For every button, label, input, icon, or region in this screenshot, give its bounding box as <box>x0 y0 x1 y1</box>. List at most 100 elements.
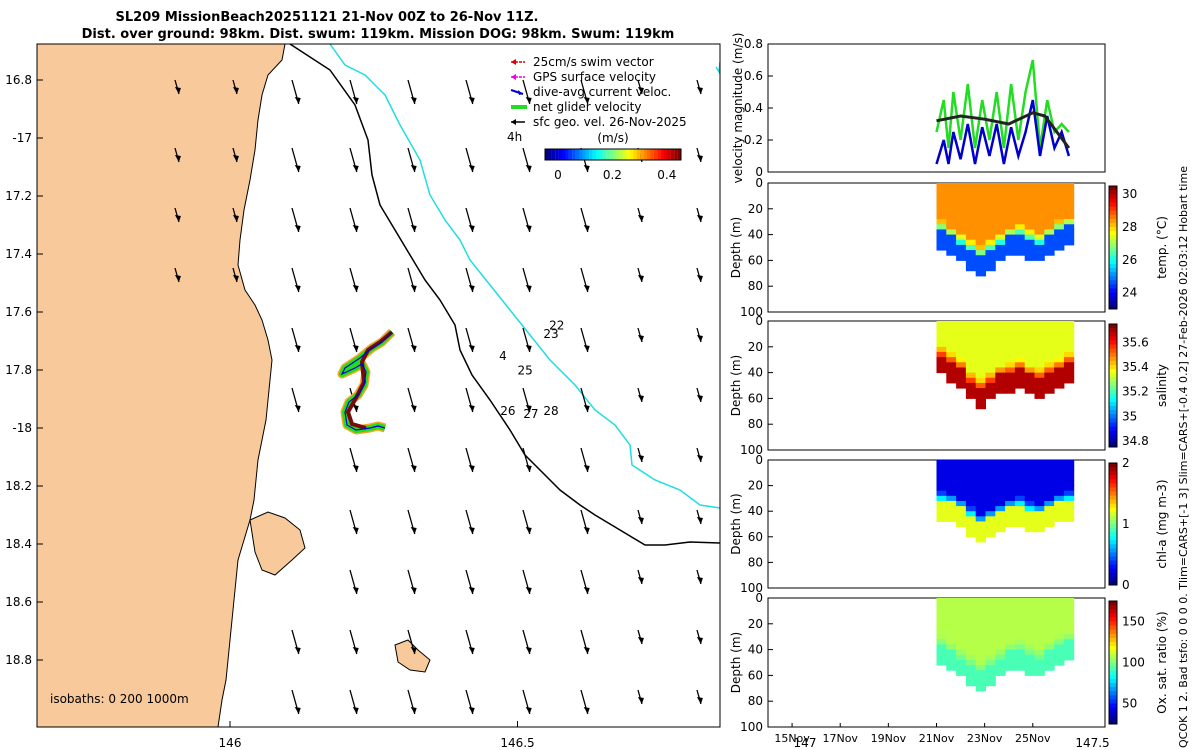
heatmap-cell <box>1024 608 1036 614</box>
heatmap-cell <box>975 649 987 656</box>
heatmap-cell <box>985 213 996 220</box>
heatmap-cell <box>985 357 996 363</box>
panel-colorbar-frame <box>1108 185 1118 310</box>
panel-colorbar-cell <box>1109 695 1117 700</box>
heatmap-cell <box>985 372 996 379</box>
heatmap-cell <box>936 598 947 604</box>
heatmap-cell <box>965 495 977 502</box>
heatmap-cell <box>1005 382 1016 389</box>
heatmap-cell <box>1024 183 1036 189</box>
colorbar-cell <box>640 149 644 160</box>
heatmap-cell <box>1024 367 1036 374</box>
heatmap-cell <box>1024 198 1036 205</box>
heatmap-cell <box>956 500 967 507</box>
heatmap-cell <box>975 239 987 246</box>
heatmap-cell <box>956 367 967 374</box>
current-arrow-head <box>525 587 532 594</box>
heatmap-cell <box>965 234 977 241</box>
heatmap-cell <box>965 526 977 533</box>
heatmap-cell <box>1044 346 1055 353</box>
heatmap-cell <box>1063 460 1075 466</box>
heatmap-cell <box>1054 654 1065 661</box>
heatmap-cell <box>1063 516 1075 522</box>
heatmap-cell <box>1044 362 1055 368</box>
heatmap-cell <box>1024 644 1036 651</box>
heatmap-cell <box>1054 321 1065 327</box>
panel-ytick-label: 0 <box>755 453 763 467</box>
heatmap-cell <box>995 634 1006 640</box>
panel-colorbar-cell <box>1109 670 1117 676</box>
panel-colorbar-cell <box>1109 272 1117 277</box>
heatmap-cell <box>975 377 987 384</box>
heatmap-cell <box>1044 500 1055 507</box>
heatmap-cell <box>1034 460 1045 466</box>
heatmap-cell <box>936 516 947 522</box>
heatmap-cell <box>1014 644 1026 651</box>
current-arrow-head <box>583 165 590 172</box>
heatmap-cell <box>946 623 957 630</box>
heatmap-cell <box>956 628 967 635</box>
heatmap-cell <box>965 649 977 656</box>
heatmap-cell <box>956 331 967 337</box>
heatmap-cell <box>1014 234 1026 241</box>
heatmap-cell <box>1044 470 1055 476</box>
current-arrow-head <box>410 405 417 412</box>
heatmap-cell <box>1024 224 1036 230</box>
heatmap-cell <box>1014 198 1026 205</box>
heatmap-cell <box>985 675 996 682</box>
heatmap-cell <box>1024 377 1036 384</box>
heatmap-cell <box>985 388 996 394</box>
heatmap-cell <box>1044 465 1055 471</box>
current-arrow-head <box>637 697 644 704</box>
current-arrow-head <box>468 97 475 104</box>
heatmap-cell <box>1034 382 1045 389</box>
heatmap-cell <box>985 465 996 471</box>
panel-colorbar-cell <box>1109 560 1117 566</box>
heatmap-cell <box>1054 603 1065 609</box>
heatmap-cell <box>1005 623 1016 630</box>
panel-ytick-label: 0 <box>755 591 763 605</box>
heatmap-cell <box>936 634 947 640</box>
heatmap-cell <box>1014 628 1026 635</box>
heatmap-cell <box>995 644 1006 651</box>
heatmap-cell <box>1054 490 1065 497</box>
lat-tick-label: -18 <box>12 421 32 435</box>
heatmap-cell <box>975 516 987 522</box>
panel-ytick-label: 40 <box>748 504 763 518</box>
heatmap-cell <box>1034 183 1045 189</box>
heatmap-cell <box>1024 628 1036 635</box>
panel-colorbar-tick-label: 26 <box>1122 253 1137 267</box>
panel-colorbar-cell <box>1109 227 1117 232</box>
heatmap-cell <box>1044 521 1055 528</box>
heatmap-cell <box>985 224 996 230</box>
colorbar-cell <box>596 149 600 160</box>
heatmap-cell <box>1014 665 1026 671</box>
legend-label-dive: dive-avg current veloc. <box>533 85 671 99</box>
isobaths-label: isobaths: 0 200 1000m <box>50 692 189 706</box>
heatmap-cell <box>1034 362 1045 368</box>
panel-colorbar-cell <box>1109 544 1117 549</box>
heatmap-cell <box>1054 608 1065 614</box>
heatmap-cell <box>1054 639 1065 645</box>
panel-ytick-label: 40 <box>748 643 763 657</box>
heatmap-cell <box>1063 229 1075 236</box>
current-arrow-head <box>468 707 475 714</box>
heatmap-cell <box>946 357 957 363</box>
panel-colorbar-cell <box>1109 519 1117 525</box>
heatmap-cell <box>1014 326 1026 332</box>
current-arrow-head <box>468 527 475 534</box>
heatmap-cell <box>936 613 947 620</box>
heatmap-cell <box>1044 382 1055 389</box>
heatmap-cell <box>1044 326 1055 332</box>
panel-ytick-label: 100 <box>740 305 763 319</box>
heatmap-cell <box>946 665 957 671</box>
day-label: 28 <box>543 404 558 418</box>
heatmap-cell <box>1014 639 1026 645</box>
heatmap-cell <box>995 255 1006 261</box>
heatmap-cell <box>1005 377 1016 384</box>
heatmap-cell <box>956 623 967 630</box>
heatmap-cell <box>1063 470 1075 476</box>
heatmap-cell <box>956 362 967 368</box>
heatmap-cell <box>946 654 957 661</box>
heatmap-cell <box>1044 234 1055 241</box>
